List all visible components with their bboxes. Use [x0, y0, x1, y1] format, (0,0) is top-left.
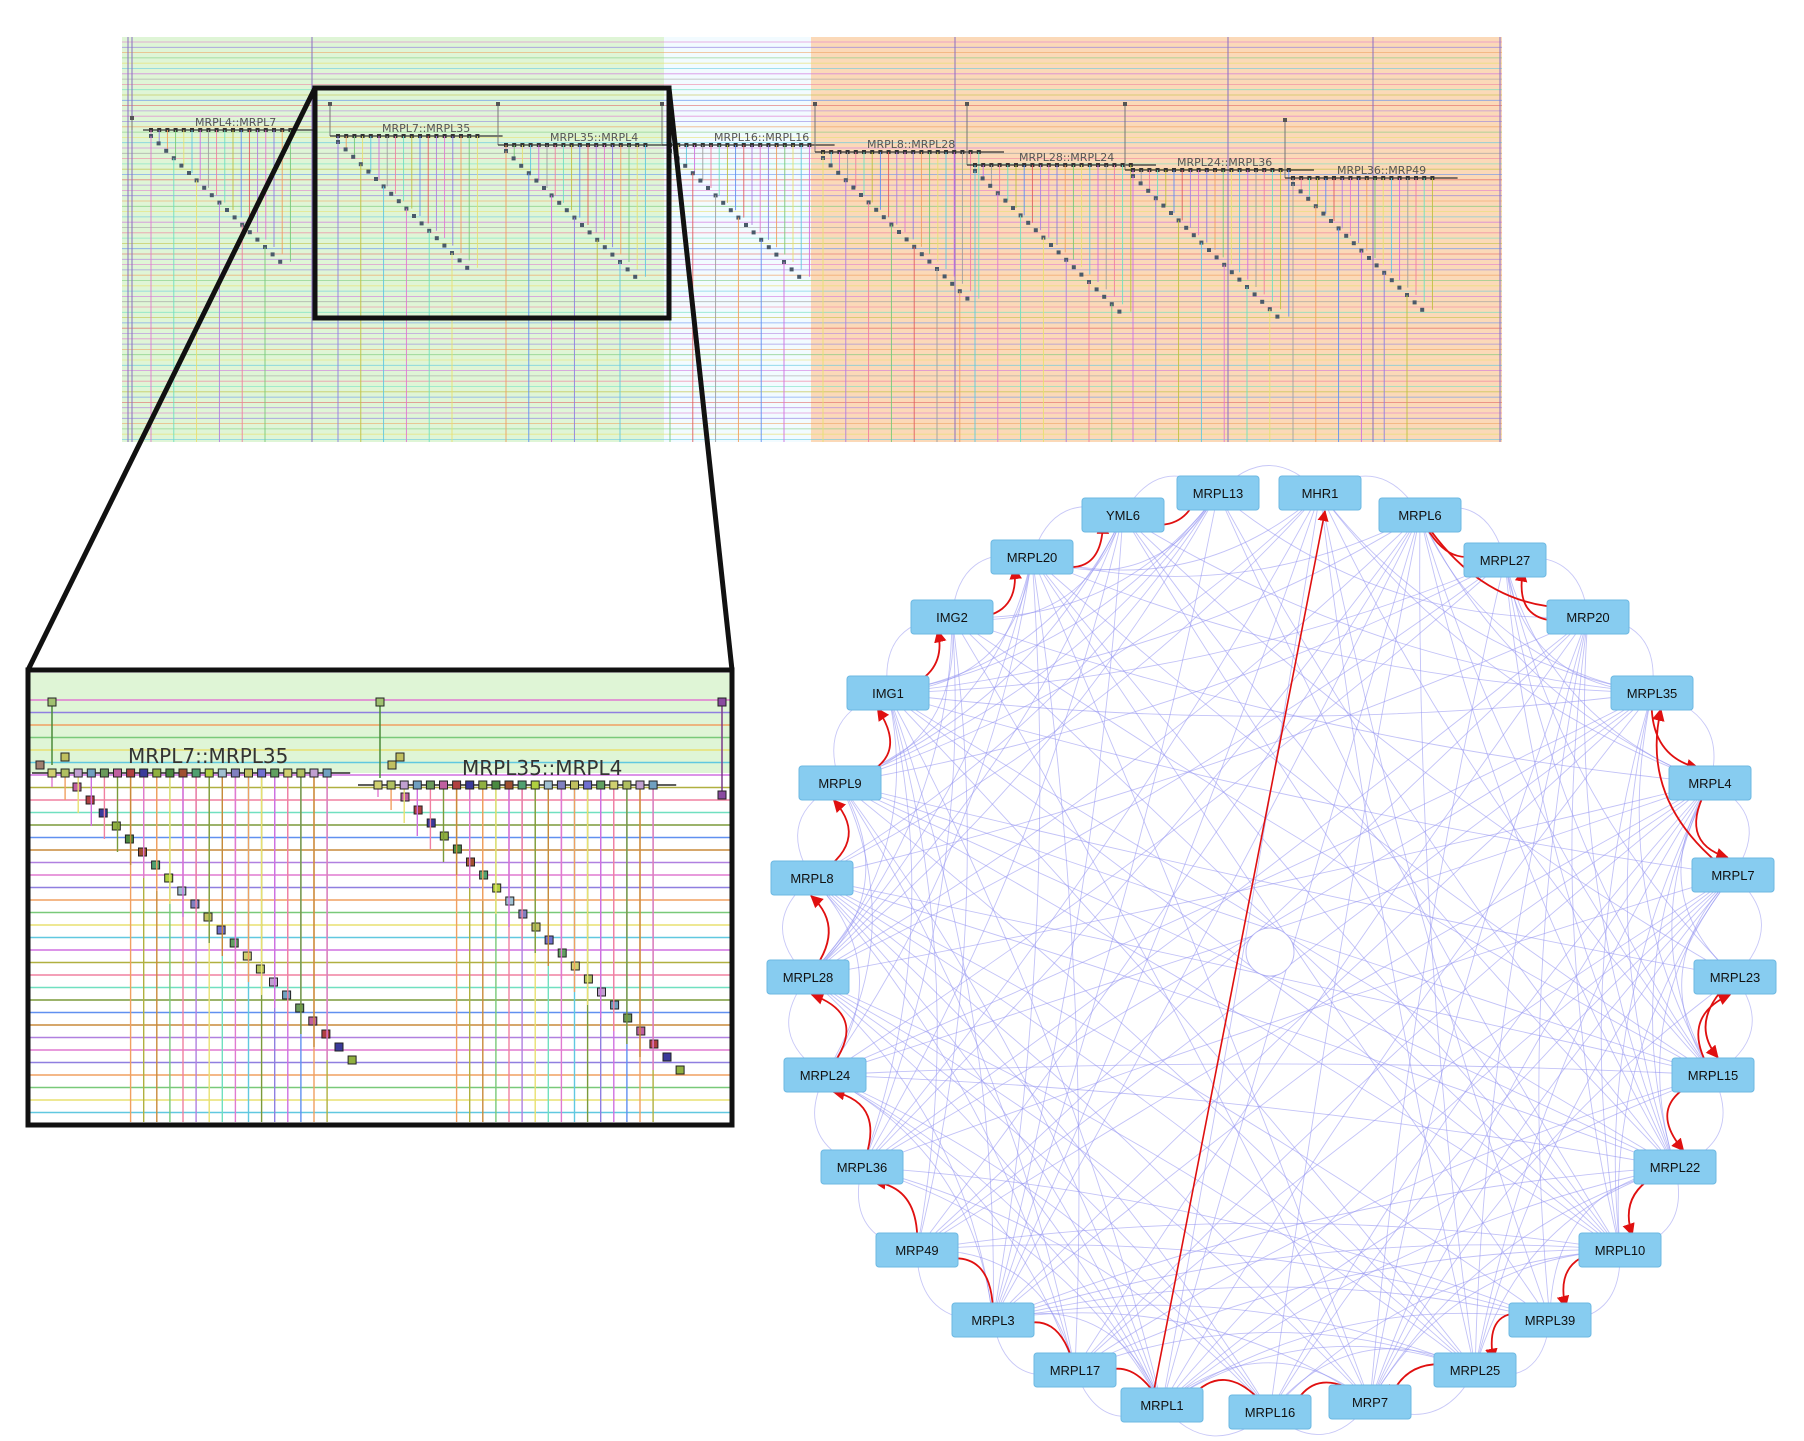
- network-node-mrpl17[interactable]: MRPL17: [1033, 1352, 1117, 1388]
- network-node-label: MRP7: [1352, 1395, 1388, 1410]
- network-node-img1[interactable]: IMG1: [846, 675, 930, 711]
- network-node-mrpl9[interactable]: MRPL9: [798, 765, 882, 801]
- zoom-frame: [25, 667, 735, 1128]
- network-node-mrpl22[interactable]: MRPL22: [1633, 1149, 1717, 1185]
- overview-pair-label-4: MRPL16::MRPL16: [714, 131, 809, 144]
- network-node-label: MRPL25: [1450, 1363, 1501, 1378]
- network-node-label: MRPL15: [1688, 1068, 1739, 1083]
- network-nodes: MHR1 MRPL6 MRPL27 MRP20 MRPL35 MRPL4 MRPL7 MRPL…: [766, 475, 1777, 1430]
- network-node-label: YML6: [1106, 508, 1140, 523]
- network-node-mrpl20[interactable]: MRPL20: [990, 539, 1074, 575]
- network-node-mrpl35[interactable]: MRPL35: [1610, 675, 1694, 711]
- overview-pair-label-8: MRPL36::MRP49: [1337, 164, 1426, 177]
- network-node-label: MRP49: [895, 1243, 938, 1258]
- network-node-label: MRPL20: [1007, 550, 1058, 565]
- network-node-label: MRPL39: [1525, 1313, 1576, 1328]
- zoom-label-2: MRPL35::MRPL4: [462, 756, 622, 780]
- network-node-label: MRPL1: [1140, 1398, 1183, 1413]
- network-node-label: IMG2: [936, 610, 968, 625]
- network-node-label: MHR1: [1302, 486, 1339, 501]
- network-node-mrpl1[interactable]: MRPL1: [1120, 1387, 1204, 1423]
- network-node-mrpl8[interactable]: MRPL8: [770, 860, 854, 896]
- network-node-mrpl15[interactable]: MRPL15: [1671, 1057, 1755, 1093]
- network-node-label: MRPL35: [1627, 686, 1678, 701]
- network-node-mrpl39[interactable]: MRPL39: [1508, 1302, 1592, 1338]
- overview-pair-label-7: MRPL24::MRPL36: [1177, 156, 1272, 169]
- overview-pair-label-6: MRPL28::MRPL24: [1019, 151, 1114, 164]
- network-node-label: MRPL24: [800, 1068, 851, 1083]
- network-node-mrpl16[interactable]: MRPL16: [1228, 1394, 1312, 1430]
- network-node-mrp49[interactable]: MRP49: [875, 1232, 959, 1268]
- network-node-label: MRP20: [1566, 610, 1609, 625]
- network-node-mhr1[interactable]: MHR1: [1278, 475, 1362, 511]
- network-node-label: MRPL8: [790, 871, 833, 886]
- circular-network-graph: MHR1 MRPL6 MRPL27 MRP20 MRPL35 MRPL4 MRPL7 MRPL…: [766, 465, 1777, 1437]
- network-node-mrpl27[interactable]: MRPL27: [1463, 542, 1547, 578]
- network-node-label: MRPL28: [783, 970, 834, 985]
- overview-pair-label-3: MRPL35::MRPL4: [550, 131, 638, 144]
- network-node-label: MRPL17: [1050, 1363, 1101, 1378]
- overview-vertical-tracks: [127, 37, 1501, 442]
- network-node-mrpl6[interactable]: MRPL6: [1378, 497, 1462, 533]
- network-node-mrpl4[interactable]: MRPL4: [1668, 765, 1752, 801]
- network-node-mrpl7[interactable]: MRPL7: [1691, 857, 1775, 893]
- network-node-label: MRPL36: [837, 1160, 888, 1175]
- zoom-alignment-glyphs: [32, 697, 727, 1075]
- network-node-label: MRPL7: [1711, 868, 1754, 883]
- network-node-label: MRPL22: [1650, 1160, 1701, 1175]
- zoomed-alignment-detail: MRPL7::MRPL35 MRPL35::MRPL4: [30, 673, 730, 1123]
- network-node-label: MRPL6: [1398, 508, 1441, 523]
- zoom-connector-left: [25, 86, 318, 672]
- network-node-label: MRPL9: [818, 776, 861, 791]
- network-node-label: MRPL23: [1710, 970, 1761, 985]
- network-node-mrpl10[interactable]: MRPL10: [1578, 1232, 1662, 1268]
- network-node-label: MRPL16: [1245, 1405, 1296, 1420]
- network-node-mrpl23[interactable]: MRPL23: [1693, 959, 1777, 995]
- network-node-label: MRPL4: [1688, 776, 1731, 791]
- zoom-selection-box[interactable]: [312, 85, 672, 321]
- network-edges: [782, 465, 1762, 1437]
- overview-pair-label-1: MRPL4::MRPL7: [195, 116, 276, 129]
- network-node-mrpl28[interactable]: MRPL28: [766, 959, 850, 995]
- network-node-mrpl25[interactable]: MRPL25: [1433, 1352, 1517, 1388]
- network-node-label: MRPL27: [1480, 553, 1531, 568]
- network-node-label: MRPL3: [971, 1313, 1014, 1328]
- network-node-label: IMG1: [872, 686, 904, 701]
- overview-pair-label-2: MRPL7::MRPL35: [382, 122, 470, 135]
- network-node-yml6[interactable]: YML6: [1081, 497, 1165, 533]
- network-node-mrpl3[interactable]: MRPL3: [951, 1302, 1035, 1338]
- network-node-img2[interactable]: IMG2: [910, 599, 994, 635]
- network-node-mrpl24[interactable]: MRPL24: [783, 1057, 867, 1093]
- overview-alignment-glyphs: [130, 102, 1458, 442]
- overview-pair-label-5: MRPL8::MRPL28: [867, 138, 955, 151]
- network-node-label: MRPL13: [1193, 486, 1244, 501]
- zoom-connector-right: [666, 87, 735, 671]
- network-node-mrp20[interactable]: MRP20: [1546, 599, 1630, 635]
- network-node-mrp7[interactable]: MRP7: [1328, 1384, 1412, 1420]
- network-node-mrpl13[interactable]: MRPL13: [1176, 475, 1260, 511]
- zoom-label-1: MRPL7::MRPL35: [128, 744, 288, 768]
- network-node-label: MRPL10: [1595, 1243, 1646, 1258]
- zoom-pair-labels: MRPL7::MRPL35 MRPL35::MRPL4: [128, 744, 622, 780]
- network-node-mrpl36[interactable]: MRPL36: [820, 1149, 904, 1185]
- overview-region-backgrounds: [122, 37, 1502, 442]
